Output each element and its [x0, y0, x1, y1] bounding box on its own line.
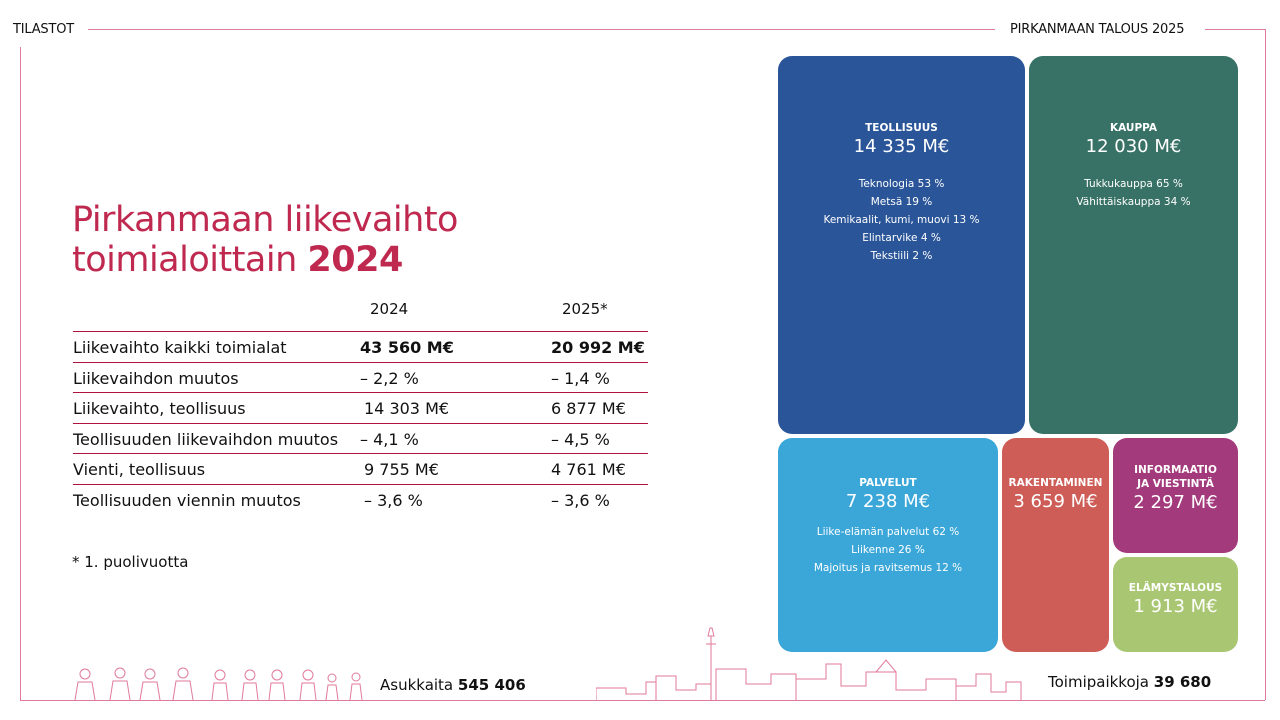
row-label: Liikevaihto, teollisuus: [73, 399, 246, 418]
frame-top-left: [88, 29, 995, 30]
value-2024: – 3,6 %: [364, 491, 423, 510]
tile-value: 12 030 M€: [1085, 136, 1182, 157]
tile-sub: Liikenne 26 %: [851, 544, 925, 556]
skyline-illustration: [596, 627, 1022, 700]
col-2024: 2024: [370, 300, 409, 318]
col-2025: 2025*: [562, 300, 608, 318]
row-label: Liikevaihto kaikki toimialat: [73, 338, 287, 357]
table-row: Liikevaihto, teollisuus 14 303 M€ 6 877 M€: [73, 392, 648, 422]
tile-sub: Metsä 19 %: [870, 196, 933, 208]
value-2024: 43 560 M€: [360, 338, 454, 357]
table-row: Liikevaihdon muutos – 2,2 % – 1,4 %: [73, 362, 648, 392]
tile-elamystalous: ELÄMYSTALOUS 1 913 M€: [1113, 557, 1238, 652]
tile-sub: Liike-elämän palvelut 62 %: [816, 526, 960, 538]
table-row: Teollisuuden liikevaihdon muutos – 4,1 % –…: [73, 423, 648, 453]
tile-value: 1 913 M€: [1133, 596, 1218, 617]
tile-value: 3 659 M€: [1013, 491, 1098, 512]
row-label: Vienti, teollisuus: [73, 460, 206, 479]
header-right: PIRKANMAAN TALOUS 2025: [1010, 22, 1185, 37]
header-left: TILASTOT: [13, 22, 74, 37]
value-2024: – 4,1 %: [360, 430, 419, 449]
tile-name: INFORMAATIO: [1134, 464, 1217, 476]
tile-value: 2 297 M€: [1133, 492, 1218, 513]
tile-value: 14 335 M€: [853, 136, 950, 157]
value-2024: 14 303 M€: [364, 399, 450, 418]
row-label: Teollisuuden viennin muutos: [73, 491, 301, 510]
tile-name: TEOLLISUUS: [865, 122, 938, 134]
tile-teollisuus: TEOLLISUUS 14 335 M€ Teknologia 53 % Met…: [778, 56, 1025, 434]
tile-sub: Teknologia 53 %: [858, 178, 945, 190]
tile-sub: Elintarvike 4 %: [862, 232, 941, 244]
tile-sub: Tukkukauppa 65 %: [1084, 178, 1183, 190]
tile-sub: Kemikaalit, kumi, muovi 13 %: [823, 214, 980, 226]
value-2025: 4 761 M€: [551, 460, 626, 479]
frame-top-right: [1205, 29, 1265, 30]
tile-sub: Tekstiili 2 %: [870, 250, 933, 262]
tile-name: KAUPPA: [1109, 122, 1158, 134]
footnote: * 1. puolivuotta: [72, 553, 189, 571]
frame-right: [1265, 29, 1266, 700]
tile-name: ELÄMYSTALOUS: [1128, 582, 1223, 594]
value-2025: 6 877 M€: [551, 399, 626, 418]
tile-rakentaminen: RAKENTAMINEN 3 659 M€: [1002, 438, 1109, 652]
value-2025: 20 992 M€: [551, 338, 645, 357]
row-label: Teollisuuden liikevaihdon muutos: [73, 430, 339, 449]
tile-informaatio: INFORMAATIO JA VIESTINTÄ 2 297 M€: [1113, 438, 1238, 553]
row-label: Liikevaihdon muutos: [73, 369, 239, 388]
tile-sub: Majoitus ja ravitsemus 12 %: [813, 562, 963, 574]
page-title: Pirkanmaan liikevaihto toimialoittain 202…: [72, 200, 458, 280]
tile-palvelut: PALVELUT 7 238 M€ Liike-elämän palvelut …: [778, 438, 998, 652]
tile-value: 7 238 M€: [845, 491, 931, 512]
frame-left: [20, 47, 21, 700]
table-row: Vienti, teollisuus 9 755 M€ 4 761 M€: [73, 453, 648, 483]
frame-bottom: [20, 700, 1265, 701]
residents: Asukkaita 545 406: [380, 676, 526, 694]
tile-kauppa: KAUPPA 12 030 M€ Tukkukauppa 65 % Vähitt…: [1029, 56, 1238, 434]
tile-sub: Vähittäiskauppa 34 %: [1076, 196, 1191, 208]
people-illustration: [74, 667, 363, 701]
value-2024: 9 755 M€: [364, 460, 439, 479]
table-row: Liikevaihto kaikki toimialat 43 560 M€ 20 …: [73, 331, 648, 361]
value-2025: – 1,4 %: [551, 369, 610, 388]
tile-name: PALVELUT: [859, 477, 917, 489]
value-2024: – 2,2 %: [360, 369, 419, 388]
offices: Toimipaikkoja 39 680: [1048, 673, 1212, 691]
tile-name: RAKENTAMINEN: [1008, 477, 1103, 489]
tile-name: JA VIESTINTÄ: [1137, 478, 1214, 490]
value-2025: – 3,6 %: [551, 491, 610, 510]
table-row: Teollisuuden viennin muutos – 3,6 % – 3,6 …: [73, 484, 648, 514]
value-2025: – 4,5 %: [551, 430, 610, 449]
